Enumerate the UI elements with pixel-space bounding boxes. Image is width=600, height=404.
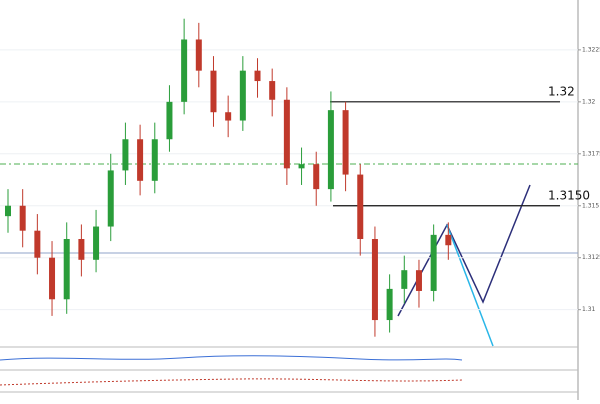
candle-body bbox=[181, 39, 188, 102]
candle-body bbox=[283, 99, 290, 169]
y-tick-label: 1.31 bbox=[582, 306, 596, 313]
candle-body bbox=[327, 110, 334, 190]
candle-body bbox=[19, 205, 26, 231]
candle-body bbox=[342, 110, 349, 175]
projection-path bbox=[446, 224, 494, 347]
indicator-line bbox=[0, 378, 463, 386]
y-tick-label: 1.3125 bbox=[582, 254, 600, 261]
candle-body bbox=[107, 170, 114, 227]
y-tick-label: 1.315 bbox=[582, 202, 599, 209]
y-tick-label: 1.3225 bbox=[582, 46, 600, 53]
candle-body bbox=[210, 70, 217, 113]
candle-body bbox=[195, 39, 202, 71]
candle-body bbox=[93, 226, 100, 260]
candle-body bbox=[386, 288, 393, 321]
candle-body bbox=[49, 257, 56, 300]
candle-body bbox=[63, 239, 70, 300]
candle-body bbox=[357, 174, 364, 240]
candle-body bbox=[151, 139, 158, 181]
candle-body bbox=[239, 70, 246, 121]
level-label: 1.3150 bbox=[548, 188, 590, 202]
candle-body bbox=[269, 81, 276, 100]
candle-body bbox=[122, 139, 129, 171]
candle-body bbox=[254, 70, 261, 82]
candle-body bbox=[430, 234, 437, 291]
candle-body bbox=[298, 164, 305, 169]
y-tick-label: 1.32 bbox=[582, 98, 596, 105]
candle-body bbox=[78, 239, 85, 260]
candle-body bbox=[166, 101, 173, 140]
candle-body bbox=[445, 234, 452, 246]
candle-body bbox=[34, 230, 41, 258]
candle-body bbox=[371, 239, 378, 321]
candle-body bbox=[137, 139, 144, 181]
candle-body bbox=[5, 205, 11, 217]
candle-body bbox=[225, 112, 232, 121]
indicator-line bbox=[0, 355, 463, 361]
projection-path bbox=[397, 184, 531, 317]
plot-area: 1.31 1.3125 1.315 1.3175 1.32 1.3225 1.32 1.315… bbox=[0, 18, 600, 337]
candle-body bbox=[313, 164, 320, 190]
y-tick-label: 1.3175 bbox=[582, 150, 600, 157]
candle-body bbox=[415, 270, 422, 291]
candle-body bbox=[401, 270, 408, 289]
level-label: 1.32 bbox=[548, 84, 575, 98]
